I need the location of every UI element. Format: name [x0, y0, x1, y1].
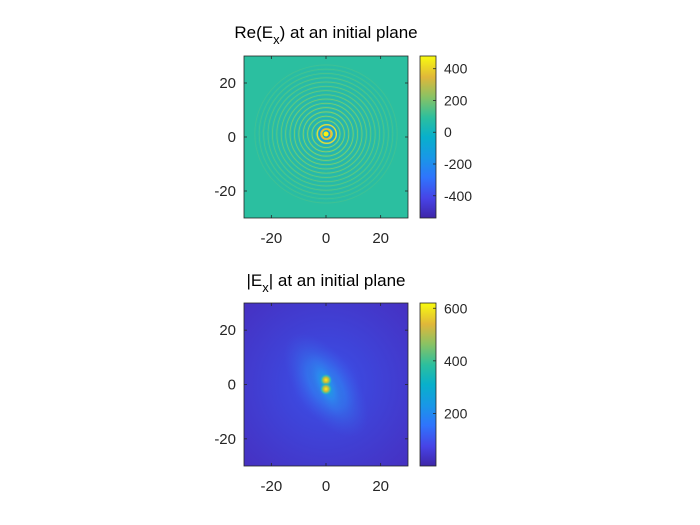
ring — [276, 85, 376, 183]
colorbar-tick-label: 600 — [444, 300, 468, 316]
colorbar-tick-label: 400 — [444, 353, 468, 369]
ring — [296, 105, 356, 163]
ring — [269, 79, 383, 189]
ring — [258, 68, 394, 200]
core — [323, 131, 329, 137]
x-tick-label: -20 — [260, 478, 282, 495]
ring — [302, 111, 350, 157]
x-tick-label: 20 — [372, 230, 389, 247]
y-tick-label: 0 — [228, 129, 236, 146]
ring — [309, 117, 343, 151]
colorbar-tick-label: 200 — [444, 405, 468, 421]
ring — [278, 87, 374, 181]
y-tick-label: 20 — [219, 75, 236, 92]
colorbar-tick-label: 200 — [444, 92, 468, 108]
ring — [293, 102, 359, 166]
ring — [282, 92, 370, 176]
ring — [280, 90, 372, 178]
ring — [289, 98, 363, 170]
ring — [304, 113, 348, 155]
plot2-title: |Ex| at an initial plane — [247, 271, 406, 295]
ring — [263, 73, 389, 195]
ring — [316, 123, 338, 145]
colorbar-tick-label: -400 — [444, 188, 472, 204]
plot2-image — [244, 303, 408, 466]
ring — [311, 119, 341, 149]
ring — [254, 64, 398, 204]
ring — [265, 75, 387, 193]
plot2-ticks: -20 0 20 20 0 -20 — [214, 303, 408, 495]
y-tick-label: -20 — [214, 183, 236, 200]
plot2-colorbar — [419, 302, 437, 467]
plot1-ticks: -20 0 20 20 0 -20 — [214, 56, 408, 247]
ring — [260, 70, 392, 198]
plot2-lobe-lower — [320, 383, 332, 395]
plot1-colorbar-ticks: 400 200 0 -200 -400 — [433, 61, 472, 204]
ring — [285, 94, 367, 174]
ring — [318, 126, 335, 142]
ring — [287, 96, 365, 172]
x-tick-label: 0 — [322, 478, 330, 495]
plot1-colorbar — [419, 55, 437, 219]
plot1-rings — [254, 64, 398, 204]
ring — [256, 66, 396, 202]
colorbar-tick-label: -200 — [444, 156, 472, 172]
ring — [267, 77, 385, 191]
ring — [298, 107, 354, 161]
ring — [307, 115, 345, 153]
ring — [274, 83, 378, 185]
x-tick-label: -20 — [260, 230, 282, 247]
plot1-title: Re(Ex) at an initial plane — [234, 23, 417, 47]
colorbar-tick-label: 0 — [444, 124, 452, 140]
plot2-colorbar-ticks: 600 400 200 — [433, 300, 468, 421]
ring — [291, 100, 361, 168]
core-ring — [320, 128, 332, 140]
x-tick-label: 0 — [322, 230, 330, 247]
plot1-image — [244, 56, 408, 218]
y-tick-label: 20 — [219, 322, 236, 339]
colorbar-tick-label: 400 — [444, 61, 468, 77]
x-tick-label: 20 — [372, 478, 389, 495]
y-tick-label: -20 — [214, 431, 236, 448]
y-tick-label: 0 — [228, 377, 236, 394]
ring — [300, 109, 352, 159]
ring — [271, 81, 381, 187]
plot2-lobe-upper — [320, 374, 332, 386]
ring — [313, 121, 339, 147]
